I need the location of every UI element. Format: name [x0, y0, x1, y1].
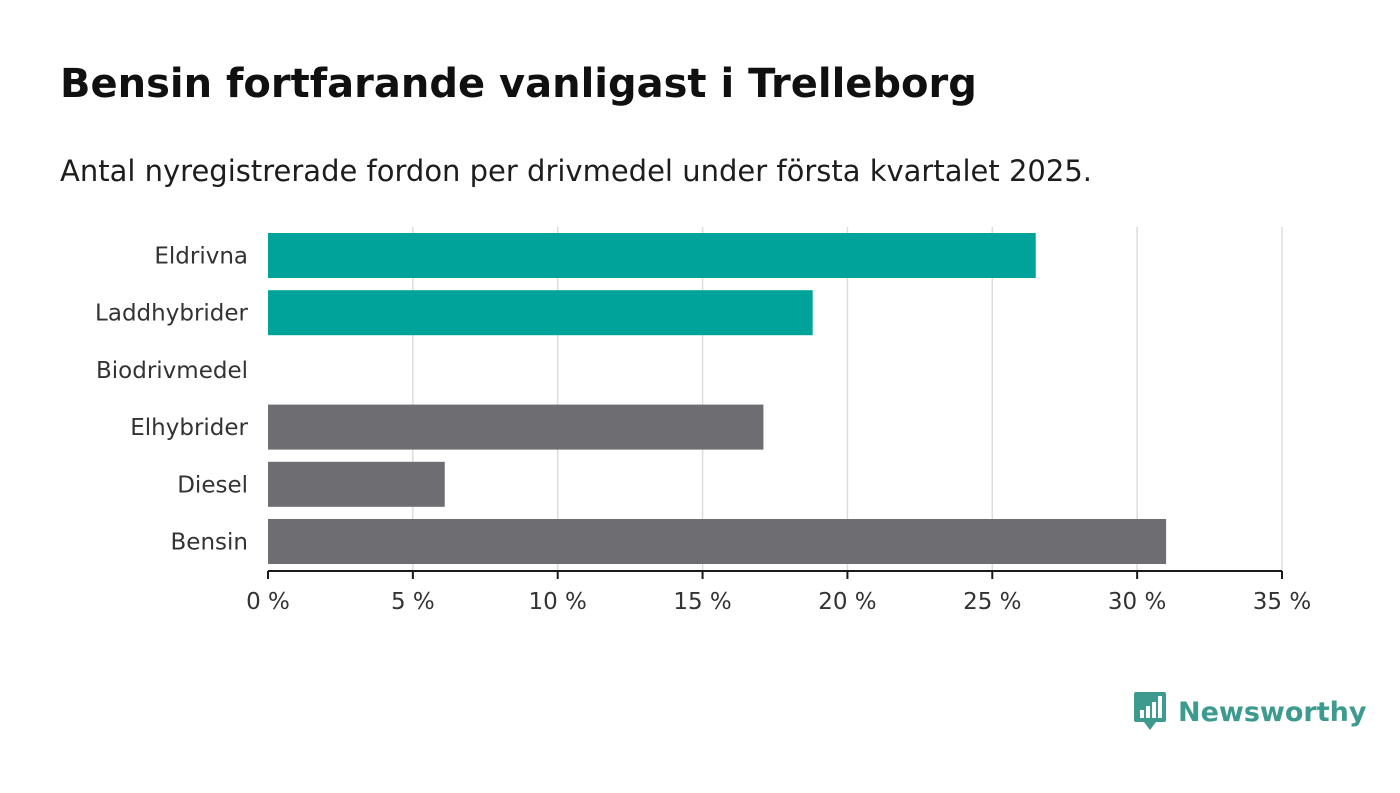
- brand-name: Newsworthy: [1178, 696, 1367, 728]
- category-label: Bensin: [171, 530, 248, 556]
- bar-eldrivna: [268, 233, 1036, 278]
- x-tick-label: 0 %: [246, 589, 290, 615]
- x-tick-label: 10 %: [528, 589, 586, 615]
- chart-subtitle: Antal nyregistrerade fordon per drivmede…: [60, 154, 1093, 188]
- x-tick-label: 20 %: [818, 589, 876, 615]
- x-tick-label: 5 %: [391, 589, 435, 615]
- category-label: Eldrivna: [154, 244, 248, 270]
- category-label: Laddhybrider: [95, 301, 248, 327]
- category-labels: Eldrivna Laddhybrider Biodrivmedel Elhybrid…: [95, 244, 248, 556]
- x-tick-label: 15 %: [673, 589, 731, 615]
- bar-diesel: [268, 461, 445, 507]
- x-tick-label: 30 %: [1108, 589, 1166, 615]
- bars: [268, 233, 1167, 564]
- category-label: Biodrivmedel: [96, 358, 248, 384]
- category-label: Elhybrider: [130, 415, 248, 441]
- x-axis: 0 % 5 % 10 % 15 % 20 % 25 % 30 % 35 %: [246, 570, 1311, 615]
- newsworthy-logo-icon: [1134, 692, 1166, 730]
- bar-laddhybrider: [268, 290, 813, 336]
- category-label: Diesel: [177, 472, 248, 498]
- brand-logo: Newsworthy: [1132, 690, 1366, 734]
- x-tick-label: 35 %: [1253, 589, 1311, 615]
- bar-elhybrider: [268, 404, 764, 450]
- grid-lines: [412, 227, 1283, 571]
- x-tick-label: 25 %: [963, 589, 1021, 615]
- bar-bensin: [268, 519, 1167, 564]
- chart-title: Bensin fortfarande vanligast i Trellebor…: [60, 61, 977, 107]
